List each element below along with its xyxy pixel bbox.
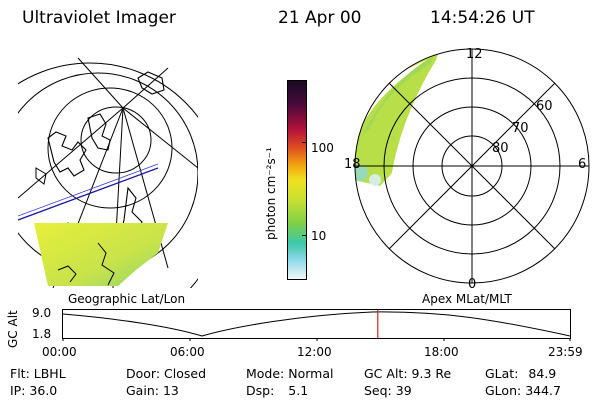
mlt-label-6: 6 [578,157,587,172]
door-field: Door: Closed [126,366,206,381]
altitude-xtick-0: 00:00 [42,345,77,359]
seq-value: 39 [395,383,412,398]
polar-plot [354,48,590,284]
ip-value: 36.0 [29,383,58,398]
mlat-label-80: 80 [492,141,509,156]
gain-field: Gain: 13 [126,383,179,398]
colorbar-tick-100: 100 [311,141,334,155]
altitude-ytick-low: 1.8 [32,327,52,341]
filter-label: Flt: [10,366,30,381]
gcalt-value: 9.3 Re [411,366,452,381]
date-label: 21 Apr 00 [278,8,362,28]
mlt-label-0: 0 [468,277,477,292]
altitude-xtick-4: 23:59 [548,345,583,359]
colorbar-tick-10: 10 [311,229,327,243]
mode-field: Mode: Normal [246,366,334,381]
glon-label: GLon: [485,383,522,398]
filter-value: LBHL [33,366,66,381]
ip-label: IP: [10,383,26,398]
colorbar-tickmark [302,142,307,143]
glon-field: GLon: 344.7 [485,383,561,398]
door-value: Closed [164,366,207,381]
ip-field: IP: 36.0 [10,383,57,398]
door-label: Door: [126,366,161,381]
filter-field: Flt: LBHL [10,366,66,381]
time-label: 14:54:26 UT [430,8,535,28]
gain-value: 13 [162,383,179,398]
geographic-map [18,57,198,288]
gcalt-label: GC Alt: [364,366,408,381]
dsp-field: Dsp: 5.1 [246,383,308,398]
colorbar [287,80,307,280]
seq-field: Seq: 39 [364,383,412,398]
globe-outline [18,62,198,288]
altitude-xtick-1: 06:00 [170,345,205,359]
mode-value: Normal [288,366,334,381]
glat-field: GLat: 84.9 [485,366,556,381]
gcalt-field: GC Alt: 9.3 Re [364,366,451,381]
mlat-label-70: 70 [512,121,529,136]
mlt-label-12: 12 [466,47,483,62]
aurora-region [34,223,168,286]
colorbar-tickmark [302,235,307,236]
gain-label: Gain: [126,383,159,398]
colorbar-unit-label: photon cm⁻²s⁻¹ [264,147,278,240]
mode-label: Mode: [246,366,285,381]
altitude-ylabel: GC Alt [6,310,20,348]
altitude-plot [62,309,571,341]
dsp-label: Dsp: [246,383,275,398]
mlt-label-18: 18 [344,157,361,172]
altitude-ytick-high: 9.0 [32,306,52,320]
glon-value: 344.7 [525,383,561,398]
dsp-value: 5.1 [288,383,309,398]
instrument-title: Ultraviolet Imager [22,8,176,28]
glat-label: GLat: [485,366,519,381]
left-panel-caption: Geographic Lat/Lon [68,292,186,306]
glat-value: 84.9 [528,366,557,381]
altitude-xtick-2: 12:00 [297,345,332,359]
seq-label: Seq: [364,383,392,398]
altitude-xtick-3: 18:00 [424,345,459,359]
right-panel-caption: Apex MLat/MLT [422,292,512,306]
mlat-label-60: 60 [536,99,553,114]
